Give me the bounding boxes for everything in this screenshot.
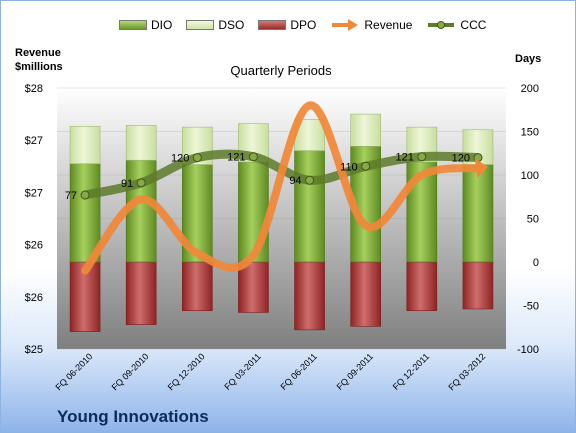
ccc-data-label: 120 (171, 153, 189, 165)
left-axis-title: Revenue $millions (15, 46, 63, 74)
bar-dio (294, 150, 325, 263)
ccc-data-label: 120 (452, 153, 470, 165)
bar-dio (238, 161, 269, 263)
left-axis-ticks: $28 $27 $27 $26 $26 $25 (25, 83, 43, 356)
x-tick-label: FQ 03-2011 (222, 351, 263, 392)
bar-dpo (182, 261, 213, 312)
legend: DIO DSO DPO Revenue CCC (119, 15, 500, 35)
right-tick-label: 200 (521, 83, 539, 95)
left-tick-label: $26 (25, 240, 43, 252)
bar-dpo (406, 261, 438, 312)
dio-swatch (119, 20, 147, 30)
legend-item-revenue: Revenue (330, 18, 412, 32)
revenue-arrowhead (474, 158, 488, 179)
x-axis-ticks: FQ 06-2010 FQ 09-2010 FQ 12-2010 FQ 03-2011… (53, 351, 487, 392)
ccc-data-label: 94 (289, 175, 301, 187)
lines: 77 91 120 121 94 110 121 120 (65, 101, 488, 275)
x-tick-label: FQ 12-2011 (391, 351, 432, 392)
ccc-line-icon (428, 21, 455, 29)
ccc-data-label: 91 (121, 178, 133, 190)
x-tick-label: FQ 03-2012 (446, 351, 487, 392)
legend-item-dio: DIO (119, 18, 172, 32)
legend-item-ccc: CCC (426, 18, 486, 32)
ccc-point (136, 178, 146, 188)
left-tick-label: $27 (25, 187, 43, 199)
revenue-arrow-icon (332, 19, 359, 31)
bar-dio (462, 164, 494, 263)
chart-title: Quarterly Periods (230, 63, 332, 78)
ccc-point (192, 153, 202, 163)
ccc-point (305, 175, 315, 185)
right-tick-label: 50 (527, 214, 539, 226)
right-axis-title: Days (515, 53, 542, 65)
company-name: Young Innovations (57, 407, 209, 426)
legend-item-dpo: DPO (258, 18, 316, 32)
x-tick-label: FQ 06-2011 (278, 351, 319, 392)
right-axis-ticks: 200 150 100 50 0 -50 -100 (517, 83, 539, 356)
left-tick-label: $26 (25, 292, 43, 304)
left-tick-label: $27 (25, 135, 43, 147)
x-tick-label: FQ 09-2010 (110, 351, 151, 392)
x-tick-label: FQ 12-2010 (166, 351, 207, 392)
right-tick-label: -50 (523, 301, 539, 313)
right-tick-label: 150 (521, 127, 539, 139)
bar-dpo (350, 261, 381, 327)
bar-dio (69, 163, 101, 263)
ccc-point (417, 152, 427, 162)
bar-dpo (294, 261, 325, 331)
right-tick-label: -100 (517, 344, 539, 356)
dpo-swatch (258, 20, 287, 30)
ccc-point (80, 190, 90, 200)
x-tick-label: FQ 09-2011 (335, 351, 376, 392)
bar-dpo (238, 261, 269, 313)
left-tick-label: $28 (25, 83, 43, 95)
left-axis-title-line2: $millions (15, 61, 63, 73)
bar-dso (350, 113, 381, 147)
right-tick-label: 0 (533, 257, 539, 269)
left-axis-title-line1: Revenue (15, 47, 61, 59)
ccc-data-label: 121 (395, 152, 413, 164)
right-tick-label: 100 (521, 170, 539, 182)
dso-swatch (186, 20, 215, 30)
x-tick-label: FQ 06-2010 (53, 351, 94, 392)
bar-dso (69, 125, 101, 164)
bar-dpo (125, 261, 157, 325)
legend-label-dpo: DPO (290, 18, 317, 32)
ccc-data-label: 110 (340, 161, 358, 173)
legend-label-dio: DIO (151, 18, 173, 32)
legend-item-dso: DSO (186, 18, 244, 32)
ccc-data-label: 77 (65, 190, 77, 202)
legend-label-dso: DSO (218, 18, 245, 32)
legend-label-ccc: CCC (460, 18, 487, 32)
ccc-data-label: 121 (227, 152, 245, 164)
left-tick-label: $25 (25, 344, 43, 356)
ccc-point (361, 161, 371, 171)
revenue-line (81, 101, 482, 275)
bar-dpo (462, 261, 494, 310)
legend-label-revenue: Revenue (364, 18, 413, 32)
bar-dso (125, 125, 157, 161)
ccc-point (248, 152, 258, 162)
